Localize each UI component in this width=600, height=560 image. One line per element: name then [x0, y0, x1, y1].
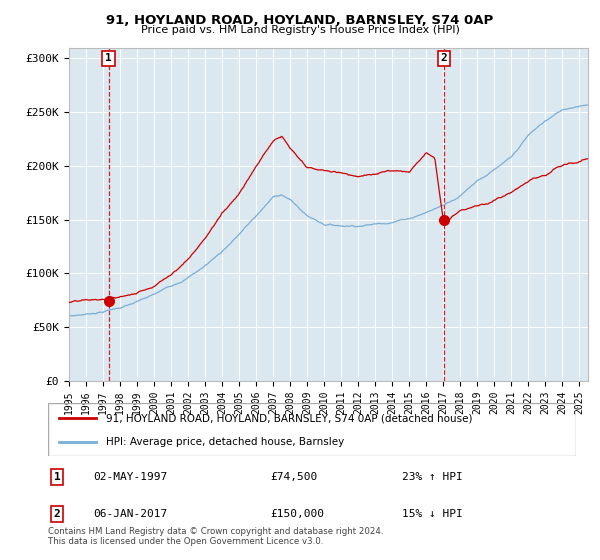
Text: HPI: Average price, detached house, Barnsley: HPI: Average price, detached house, Barn… — [106, 436, 344, 446]
Text: 1: 1 — [53, 472, 61, 482]
Text: £74,500: £74,500 — [270, 472, 317, 482]
Text: Price paid vs. HM Land Registry's House Price Index (HPI): Price paid vs. HM Land Registry's House … — [140, 25, 460, 35]
Text: 02-MAY-1997: 02-MAY-1997 — [93, 472, 167, 482]
Text: 06-JAN-2017: 06-JAN-2017 — [93, 509, 167, 519]
Text: 1: 1 — [105, 53, 112, 63]
Text: 91, HOYLAND ROAD, HOYLAND, BARNSLEY, S74 0AP (detached house): 91, HOYLAND ROAD, HOYLAND, BARNSLEY, S74… — [106, 413, 473, 423]
Text: 23% ↑ HPI: 23% ↑ HPI — [402, 472, 463, 482]
Text: 15% ↓ HPI: 15% ↓ HPI — [402, 509, 463, 519]
Text: Contains HM Land Registry data © Crown copyright and database right 2024.
This d: Contains HM Land Registry data © Crown c… — [48, 526, 383, 546]
Text: 2: 2 — [440, 53, 447, 63]
Text: 2: 2 — [53, 509, 61, 519]
Text: 91, HOYLAND ROAD, HOYLAND, BARNSLEY, S74 0AP: 91, HOYLAND ROAD, HOYLAND, BARNSLEY, S74… — [106, 14, 494, 27]
Text: £150,000: £150,000 — [270, 509, 324, 519]
